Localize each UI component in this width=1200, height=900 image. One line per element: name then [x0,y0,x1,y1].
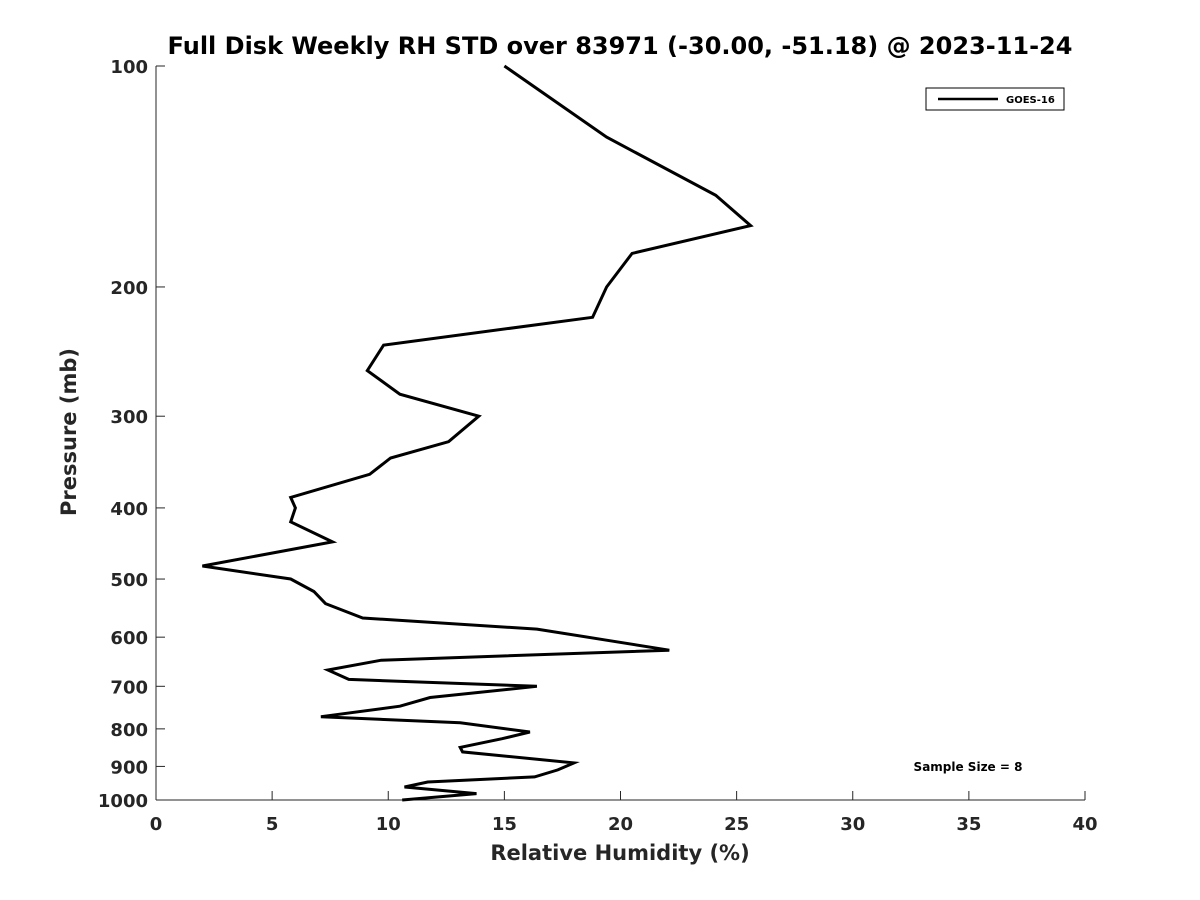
x-axis-label: Relative Humidity (%) [490,841,749,865]
x-tick-label: 30 [840,814,865,835]
y-tick-label: 700 [110,677,148,698]
x-tick-label: 25 [724,814,749,835]
y-tick-label: 900 [110,757,148,778]
y-tick-label: 1000 [98,791,148,812]
y-tick-label: 300 [110,407,148,428]
axes [155,66,1085,801]
y-tick-label: 200 [110,278,148,299]
sample-size-annotation: Sample Size = 8 [914,760,1023,774]
x-ticks: 0 5 10 15 20 25 30 35 40 [150,791,1098,835]
y-tick-label: 800 [110,720,148,741]
series-line-goes-16 [202,64,754,802]
y-tick-label: 500 [110,570,148,591]
chart-title: Full Disk Weekly RH STD over 83971 (-30.… [168,32,1073,60]
x-tick-label: 35 [956,814,981,835]
x-tick-label: 0 [150,814,163,835]
y-tick-label: 100 [110,57,148,78]
y-tick-label: 600 [110,628,148,649]
y-axis-label: Pressure (mb) [57,348,81,516]
y-ticks: 100 200 300 400 500 600 700 800 900 1000 [98,57,165,812]
x-tick-label: 15 [492,814,517,835]
x-tick-label: 10 [376,814,401,835]
series-group [202,64,754,802]
x-tick-label: 20 [608,814,633,835]
legend: GOES-16 [925,87,1065,111]
x-tick-label: 40 [1072,814,1097,835]
x-tick-label: 5 [266,814,279,835]
y-tick-label: 400 [110,499,148,520]
legend-label-goes-16: GOES-16 [1006,95,1055,106]
